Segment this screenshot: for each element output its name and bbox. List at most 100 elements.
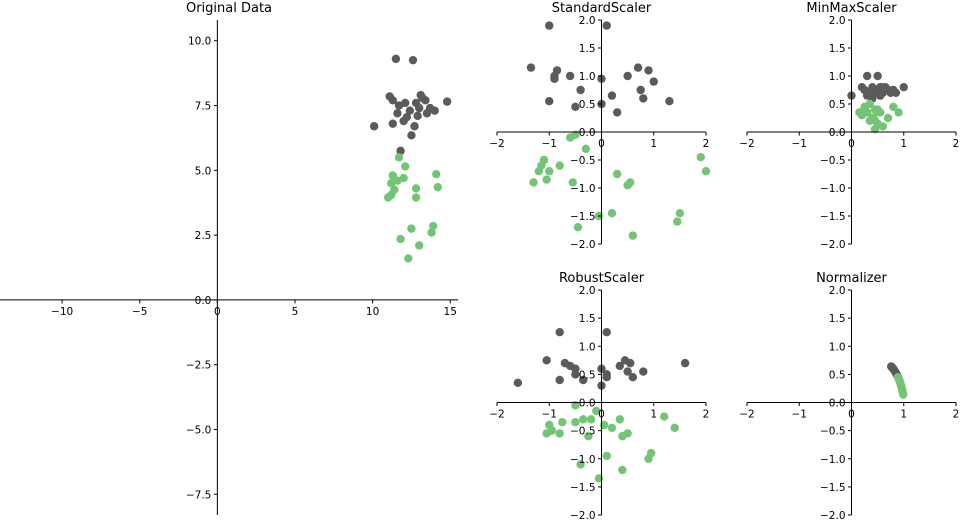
data-point [579, 415, 588, 424]
data-point [628, 231, 638, 240]
panel-robust-scaler: RobustScaler −2 −1 0 1 2 −2.0 −1.5 −1.0 −0.5 0.0 0.… [489, 271, 709, 522]
data-point [680, 358, 690, 368]
data-point [388, 119, 397, 128]
x-tick-label: 1 [900, 138, 907, 150]
data-point [623, 71, 632, 81]
y-tick-label: −1.0 [570, 183, 596, 195]
data-point [607, 91, 617, 100]
data-point [537, 161, 546, 170]
data-point [430, 106, 439, 115]
data-point [411, 193, 421, 202]
data-point [413, 111, 422, 121]
y-tick-label: 0.0 [579, 398, 596, 410]
y-tick-label: 5.0 [195, 165, 212, 177]
chart-title: MinMaxScaler [806, 1, 897, 16]
data-point [891, 88, 901, 98]
x-tick-label: −1 [542, 138, 557, 150]
data-point [411, 184, 421, 193]
data-point [542, 356, 551, 365]
y-tick-label: 1.0 [829, 341, 846, 353]
x-tick-label: −2 [739, 138, 754, 150]
data-point [405, 106, 415, 115]
data-point [526, 63, 536, 72]
x-tick-label: −2 [489, 409, 504, 421]
data-point [555, 327, 564, 337]
data-point [388, 96, 397, 105]
data-point [550, 74, 559, 84]
data-point [571, 130, 580, 139]
data-point [571, 417, 580, 427]
data-point [626, 358, 635, 368]
y-tick-label: 0.5 [579, 369, 596, 381]
data-point [633, 63, 643, 72]
x-tick-label: 2 [703, 409, 710, 421]
y-tick-label: −1.5 [570, 482, 596, 494]
data-point [410, 122, 419, 131]
data-point [414, 103, 424, 113]
data-point [576, 85, 585, 95]
panel-original-data: Original Data −10 −5 0 5 10 15 −7.5 −5.0 −2.5 0.0 2… [0, 1, 458, 515]
data-point [581, 144, 591, 153]
y-tick-label: 1.5 [579, 313, 596, 325]
y-tick-label: 0.5 [829, 99, 846, 111]
data-point [573, 223, 583, 232]
data-point [628, 372, 638, 382]
data-point [894, 108, 903, 117]
data-point [396, 234, 405, 244]
x-tick-label: 2 [953, 138, 960, 150]
data-point [865, 116, 874, 126]
x-tick-label: 5 [292, 306, 299, 318]
data-point [599, 420, 609, 430]
x-tick-label: 10 [366, 306, 379, 318]
y-tick-label: 10.0 [188, 36, 211, 48]
data-point [862, 108, 872, 117]
data-point [644, 454, 653, 463]
data-point [701, 167, 711, 176]
data-point [623, 367, 632, 376]
data-point [427, 228, 436, 237]
data-point [402, 112, 411, 122]
data-point [618, 432, 627, 441]
y-tick-label: 0.0 [579, 127, 596, 139]
data-point [626, 178, 635, 187]
y-tick-label: −0.5 [570, 155, 596, 167]
x-tick-label: −5 [132, 306, 147, 318]
data-point [602, 327, 611, 337]
data-point [387, 179, 396, 188]
data-point [529, 178, 538, 187]
x-tick-label: −1 [542, 409, 557, 421]
data-point [565, 71, 575, 81]
data-point [394, 153, 404, 162]
y-tick-label: −1.0 [820, 183, 846, 195]
data-point [568, 178, 577, 187]
y-tick-label: 1.5 [829, 43, 846, 55]
y-tick-label: 7.5 [195, 101, 212, 113]
data-point [555, 429, 564, 438]
data-point [670, 423, 679, 433]
panel-minmax-scaler: MinMaxScaler −2 −1 0 1 2 −2.0 −1.5 −1.0 −0.5 0.0 0.… [739, 1, 959, 251]
data-point [639, 367, 648, 376]
data-point [878, 122, 888, 131]
x-tick-label: −2 [489, 138, 504, 150]
y-tick-label: −0.5 [820, 155, 846, 167]
y-tick-label: 0.0 [829, 127, 846, 139]
data-point [673, 217, 682, 226]
y-tick-label: −2.0 [820, 510, 846, 522]
data-point [883, 113, 893, 123]
data-point [660, 412, 669, 421]
data-point [899, 390, 908, 399]
y-tick-label: 2.0 [579, 285, 596, 297]
data-point [387, 190, 396, 200]
data-point [414, 241, 424, 250]
panel-standard-scaler: StandardScaler −2 −1 0 1 2 −2.0 −1.5 −1.0 −0.5 0.0… [489, 1, 711, 251]
data-point [592, 406, 601, 416]
data-point [870, 125, 880, 134]
data-point [612, 108, 622, 117]
y-tick-label: −5.0 [186, 424, 212, 436]
x-tick-label: −2 [739, 409, 754, 421]
y-tick-label: −2.0 [570, 239, 596, 251]
y-tick-label: 2.0 [829, 15, 846, 27]
data-point [545, 97, 554, 106]
data-point [571, 401, 580, 410]
